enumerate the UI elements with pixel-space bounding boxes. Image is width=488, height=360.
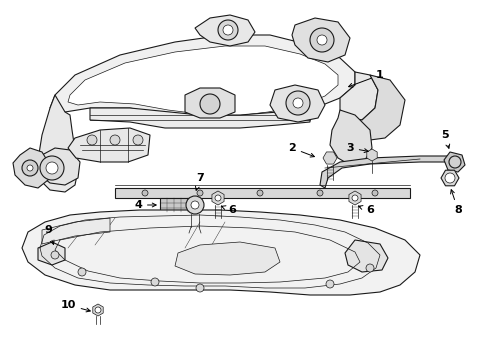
- Polygon shape: [349, 75, 404, 140]
- Circle shape: [22, 160, 38, 176]
- Circle shape: [40, 156, 64, 180]
- Polygon shape: [319, 156, 451, 188]
- Text: 3: 3: [346, 143, 367, 153]
- Polygon shape: [440, 170, 458, 186]
- Text: 7: 7: [195, 173, 203, 190]
- Text: 10: 10: [60, 300, 90, 312]
- Circle shape: [365, 264, 373, 272]
- Polygon shape: [329, 110, 371, 165]
- Polygon shape: [22, 210, 419, 295]
- Polygon shape: [115, 188, 409, 198]
- Circle shape: [78, 268, 86, 276]
- Polygon shape: [195, 15, 254, 46]
- Text: 9: 9: [44, 225, 54, 244]
- Text: 2: 2: [287, 143, 314, 157]
- Text: 4: 4: [134, 200, 156, 210]
- Circle shape: [351, 195, 357, 201]
- Circle shape: [185, 196, 203, 214]
- Polygon shape: [211, 191, 224, 205]
- Polygon shape: [90, 108, 309, 128]
- Circle shape: [95, 307, 101, 313]
- Polygon shape: [323, 152, 336, 164]
- Circle shape: [197, 190, 203, 196]
- Circle shape: [196, 284, 203, 292]
- Circle shape: [142, 190, 148, 196]
- Circle shape: [191, 201, 199, 209]
- Circle shape: [151, 278, 159, 286]
- Circle shape: [223, 25, 232, 35]
- Circle shape: [215, 195, 221, 201]
- Polygon shape: [269, 85, 325, 122]
- Polygon shape: [345, 240, 387, 272]
- Polygon shape: [68, 128, 150, 162]
- Circle shape: [292, 98, 303, 108]
- Text: 6: 6: [221, 205, 235, 215]
- Polygon shape: [175, 242, 280, 275]
- Polygon shape: [13, 148, 50, 188]
- Circle shape: [257, 190, 263, 196]
- Polygon shape: [42, 218, 110, 244]
- Polygon shape: [68, 46, 337, 116]
- Polygon shape: [184, 88, 235, 118]
- Circle shape: [285, 91, 309, 115]
- Circle shape: [316, 190, 323, 196]
- Circle shape: [110, 135, 120, 145]
- Circle shape: [133, 135, 142, 145]
- Polygon shape: [93, 304, 103, 316]
- Text: 8: 8: [449, 190, 461, 215]
- Circle shape: [448, 156, 460, 168]
- Circle shape: [218, 20, 238, 40]
- Polygon shape: [38, 242, 65, 265]
- Polygon shape: [348, 191, 360, 205]
- Circle shape: [371, 190, 377, 196]
- Polygon shape: [38, 148, 80, 185]
- Circle shape: [46, 162, 58, 174]
- Polygon shape: [38, 95, 78, 192]
- Polygon shape: [366, 149, 376, 161]
- Circle shape: [316, 35, 326, 45]
- Polygon shape: [291, 18, 349, 62]
- Polygon shape: [160, 198, 195, 212]
- Circle shape: [51, 251, 59, 259]
- Text: 6: 6: [358, 205, 373, 215]
- Circle shape: [200, 94, 220, 114]
- Text: 1: 1: [348, 70, 383, 87]
- Circle shape: [87, 135, 97, 145]
- Polygon shape: [339, 72, 377, 120]
- Circle shape: [27, 165, 33, 171]
- Polygon shape: [50, 35, 354, 122]
- Polygon shape: [443, 152, 464, 172]
- Text: 5: 5: [440, 130, 449, 148]
- Circle shape: [444, 173, 454, 183]
- Circle shape: [309, 28, 333, 52]
- Circle shape: [325, 280, 333, 288]
